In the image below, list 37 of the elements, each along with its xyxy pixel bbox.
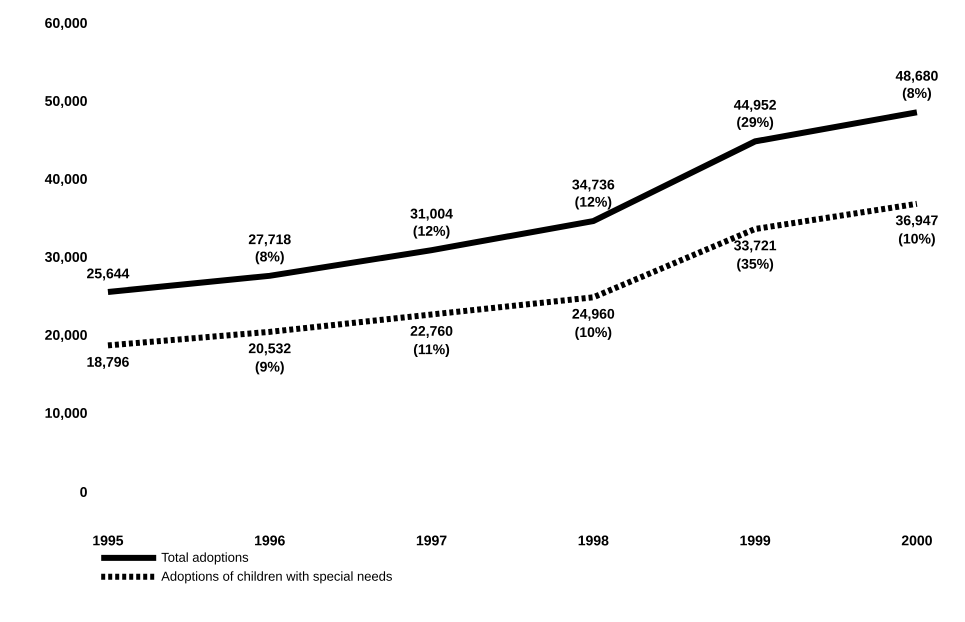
y-tick-label: 10,000 [46, 408, 87, 420]
data-label: 25,644 [87, 268, 130, 280]
data-label: 48,680 [896, 70, 938, 83]
data-label: 33,721 [734, 240, 776, 252]
y-tick-label: 20,000 [45, 330, 87, 342]
data-label: 24,960 [572, 308, 614, 321]
y-tick-label: 50,000 [45, 96, 87, 108]
y-tick-label: 40,000 [44, 174, 87, 186]
annotation: (11%) [414, 344, 450, 358]
legend-label: Adoptions of children with special needs [161, 571, 392, 584]
data-label: 36,947 [896, 215, 938, 228]
annotation: (12%) [575, 196, 612, 210]
legend-label: Total adoptions [162, 552, 248, 564]
annotation: (8%) [902, 88, 931, 101]
data-label: 31,004 [410, 208, 453, 221]
x-tick-label: 1995 [93, 536, 124, 546]
data-label: 22,760 [410, 326, 452, 338]
annotation: (35%) [737, 258, 774, 272]
data-label: 34,736 [572, 180, 614, 192]
x-tick-label: 2000 [902, 536, 932, 546]
x-tick-label: 1999 [740, 536, 770, 546]
data-label: 44,952 [734, 100, 776, 112]
annotation: (8%) [256, 251, 284, 264]
annotation: (9%) [256, 361, 284, 374]
annotation: (12%) [414, 226, 450, 239]
data-label: 20,532 [248, 343, 291, 356]
annotation: (10%) [575, 326, 612, 340]
y-tick-label: 60,000 [45, 18, 87, 30]
annotation: (10%) [898, 233, 935, 246]
y-tick-label: 30,000 [44, 252, 87, 264]
x-tick-label: 1997 [416, 536, 446, 546]
data-label: 27,718 [248, 234, 291, 246]
y-tick-label: 0 [80, 487, 87, 497]
annotation: (29%) [737, 116, 774, 130]
x-tick-label: 1996 [255, 536, 285, 546]
data-label: 18,796 [87, 356, 129, 369]
x-tick-label: 1998 [578, 536, 608, 546]
